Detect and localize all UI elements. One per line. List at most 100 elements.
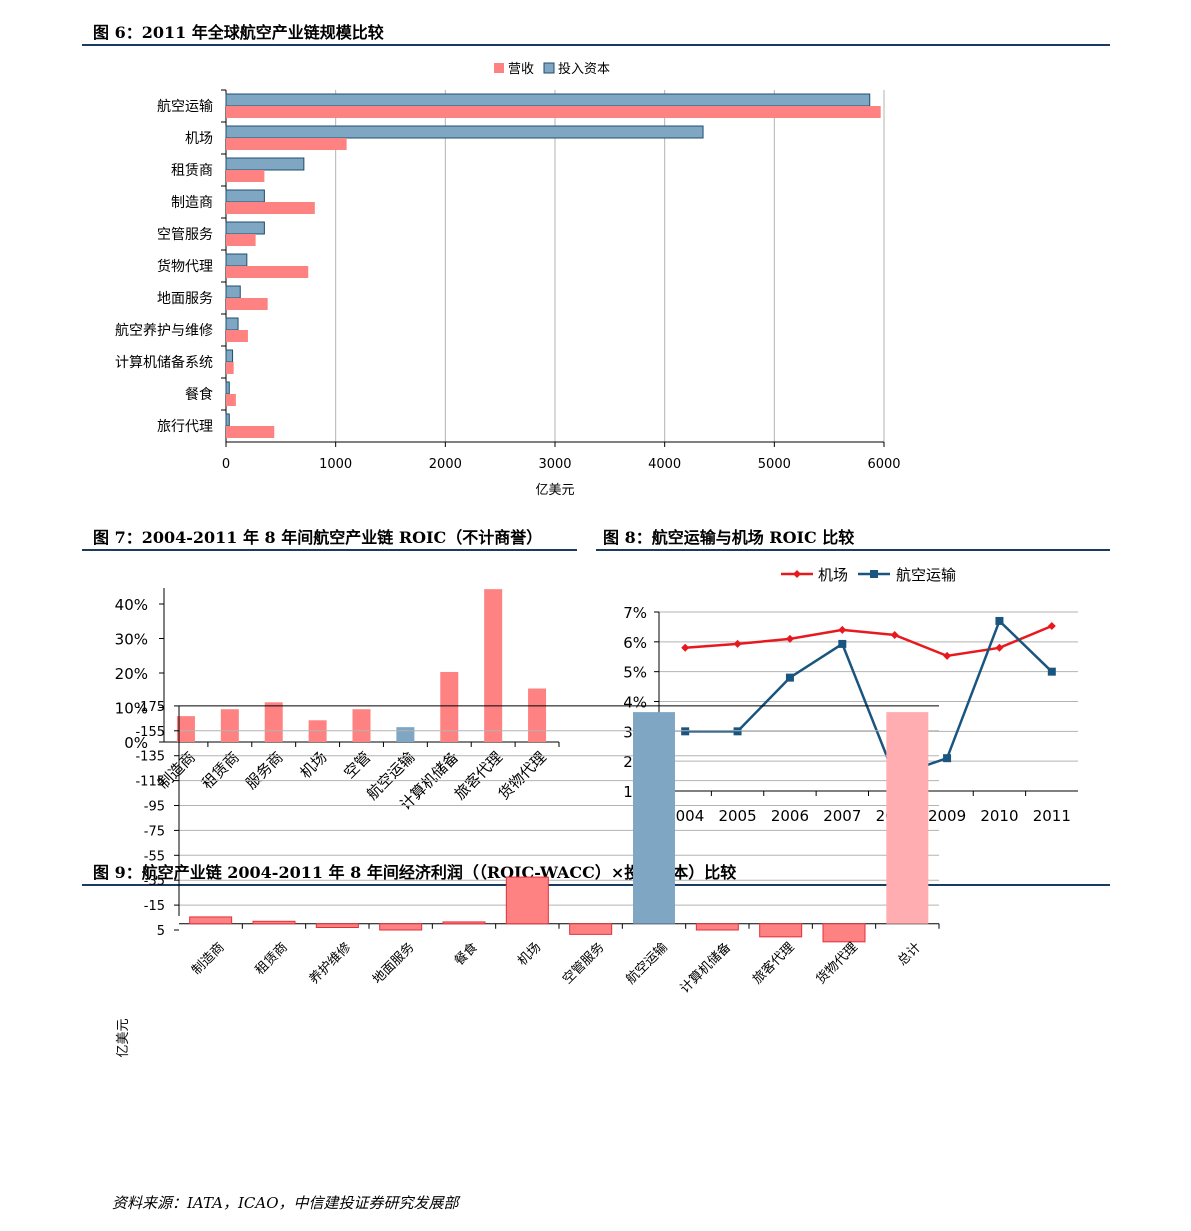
fig8-line-airline [685,618,1053,778]
fig8-rule [596,549,1110,551]
fig8-point-airline [995,616,1004,625]
fig8-x-tick-label: 2004 [666,807,704,825]
fig6-bar-revenue [226,138,347,150]
fig6-category-label: 旅行代理 [157,419,213,435]
fig9-bar [379,923,423,931]
fig8-point-airline [838,639,847,648]
fig8-y-tick-label: 4% [623,694,647,712]
fig9-bar [822,923,866,943]
fig6-bar-capital [225,413,230,427]
fig6-category-label: 计算机储备系统 [115,354,213,371]
fig6-x-tick-label: 0 [222,457,230,472]
fig9-bar [633,712,675,924]
fig6-bar-capital [225,253,248,267]
fig6-legend-label-revenue: 营收 [508,62,534,77]
fig9-category-label: 餐食 [451,939,481,969]
fig8-x-tick-label: 2009 [928,807,966,825]
fig9-bar [505,876,549,925]
fig7-category-label: 空管 [340,748,374,782]
fig8-point-airport [838,625,847,634]
fig7-y-tick-label: 0% [124,734,148,752]
fig9-category-label: 租赁商 [253,940,291,978]
fig9-category-label: 旅客代理 [749,939,797,987]
fig7-category-label: 租赁商 [198,748,243,793]
fig8-y-tick-label: 7% [623,604,647,622]
fig8-legend-label-airline: 航空运输 [896,566,956,584]
fig6-x-tick-label: 3000 [538,457,571,472]
fig6-category-label: 地面服务 [157,291,213,307]
fig8-x-tick-label: 2011 [1033,807,1071,825]
fig6-bar-capital [225,157,305,171]
fig9-bar [442,921,486,925]
fig8-y-tick-label: 6% [623,634,647,652]
fig6-bar-revenue [226,170,265,182]
fig9-category-label: 航空运输 [623,939,671,987]
fig6-bar-capital [225,125,704,139]
fig6-rule [82,44,1110,46]
fig6-legend-swatch-revenue [494,63,504,73]
fig8-point-airport [995,643,1004,652]
fig6-x-tick-label: 1000 [319,457,352,472]
fig6-bar-revenue [226,106,881,118]
fig9-y-tick-label: -15 [144,899,165,914]
fig6-bar-revenue [226,362,234,374]
fig8-legend-label-airport: 机场 [818,566,848,584]
fig7-y-tick-label: 30% [115,631,148,649]
fig6-x-tick-label: 4000 [648,457,681,472]
fig6-category-label: 货物代理 [157,258,213,275]
fig6-bar-capital [225,221,265,235]
fig8-x-tick-label: 2006 [771,807,809,825]
fig6-bar-revenue [226,266,309,278]
fig9-bar [569,923,613,935]
fig9-y-tick-label: -135 [135,750,165,765]
fig7-bar [352,709,371,742]
fig8-point-airport [943,651,952,660]
fig9-category-label: 地面服务 [369,939,417,987]
fig7-bar [264,702,283,742]
fig8-legend-marker-airline [870,570,878,578]
fig9-bar [886,712,929,924]
fig9-y-tick-label: -35 [144,874,165,889]
fig9-category-label: 制造商 [189,940,227,978]
fig8-x-tick-label: 2007 [823,807,861,825]
fig9-rule [82,884,1110,886]
fig8-title: 图 8：航空运输与机场 ROIC 比较 [603,528,855,547]
fig9-bar [695,923,739,931]
fig8-x-tick-label: 2010 [980,807,1018,825]
fig9-y-tick-label: -155 [135,725,165,740]
fig9-y-tick-label: -115 [135,775,165,790]
fig6-x-axis-label: 亿美元 [535,483,574,498]
fig6-bar-revenue [226,394,236,406]
fig9-y-tick-label: -55 [144,849,165,864]
fig6-x-tick-label: 2000 [429,457,462,472]
fig8-point-airport [785,634,794,643]
fig6-category-label: 餐食 [185,386,213,403]
fig7-y-tick-label: 10% [115,700,148,718]
fig8-legend-marker-airport [793,570,801,578]
fig6-bar-revenue [226,298,268,310]
fig7-category-label: 服务商 [242,748,287,793]
fig7-rule [82,549,577,551]
fig6-category-label: 制造商 [171,195,213,211]
fig9-title: 图 9：航空产业链 2004-2011 年 8 年间经济利润（（ROIC-WAC… [93,863,737,882]
fig9-bar [252,920,296,925]
fig6-category-label: 租赁商 [171,163,213,179]
fig8-line-airport [685,624,1053,658]
fig8-point-airline [943,754,952,763]
fig8-point-airport [733,639,742,648]
fig7-category-label: 机场 [296,748,330,782]
fig6-legend-label-capital: 投入资本 [558,61,610,77]
fig6-bar-capital [225,285,241,299]
fig7-y-tick-label: 40% [115,596,148,614]
fig8-point-airline [1047,667,1056,676]
fig9-category-label: 机场 [515,940,544,969]
fig6-bar-capital [225,349,234,363]
fig8-point-airline [733,727,742,736]
fig8-point-airline [785,673,794,682]
fig9-y-tick-label: 5 [157,924,165,939]
fig6-x-tick-label: 6000 [867,457,900,472]
fig6-category-label: 机场 [185,131,213,147]
fig9-y-tick-label: -95 [144,800,165,815]
fig7-bar [396,727,415,742]
